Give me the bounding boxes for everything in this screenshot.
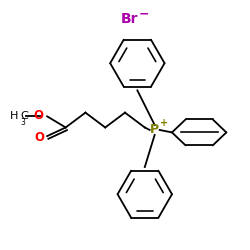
Text: C: C: [20, 111, 28, 121]
Text: Br: Br: [121, 12, 139, 26]
Text: +: +: [160, 118, 168, 128]
Text: P: P: [150, 124, 159, 136]
Text: H: H: [10, 111, 19, 121]
Text: O: O: [34, 131, 44, 144]
Text: −: −: [138, 7, 149, 20]
Text: O: O: [34, 108, 43, 122]
Text: 3: 3: [20, 118, 25, 127]
